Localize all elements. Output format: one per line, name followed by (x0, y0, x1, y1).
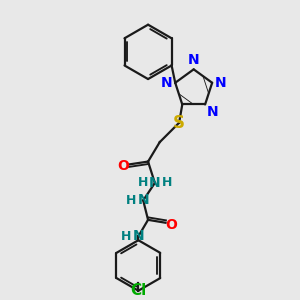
Text: N: N (188, 53, 200, 68)
Text: S: S (173, 114, 185, 132)
Text: Cl: Cl (130, 283, 146, 298)
Text: O: O (117, 159, 129, 173)
Text: H: H (121, 230, 132, 243)
Text: N: N (215, 76, 227, 90)
Text: N: N (207, 105, 219, 119)
Text: N: N (137, 194, 149, 207)
Text: N: N (149, 176, 161, 190)
Text: H: H (126, 194, 136, 207)
Text: N: N (133, 229, 144, 243)
Text: H: H (162, 176, 172, 189)
Text: O: O (165, 218, 177, 232)
Text: H: H (138, 176, 148, 189)
Text: N: N (161, 76, 172, 90)
